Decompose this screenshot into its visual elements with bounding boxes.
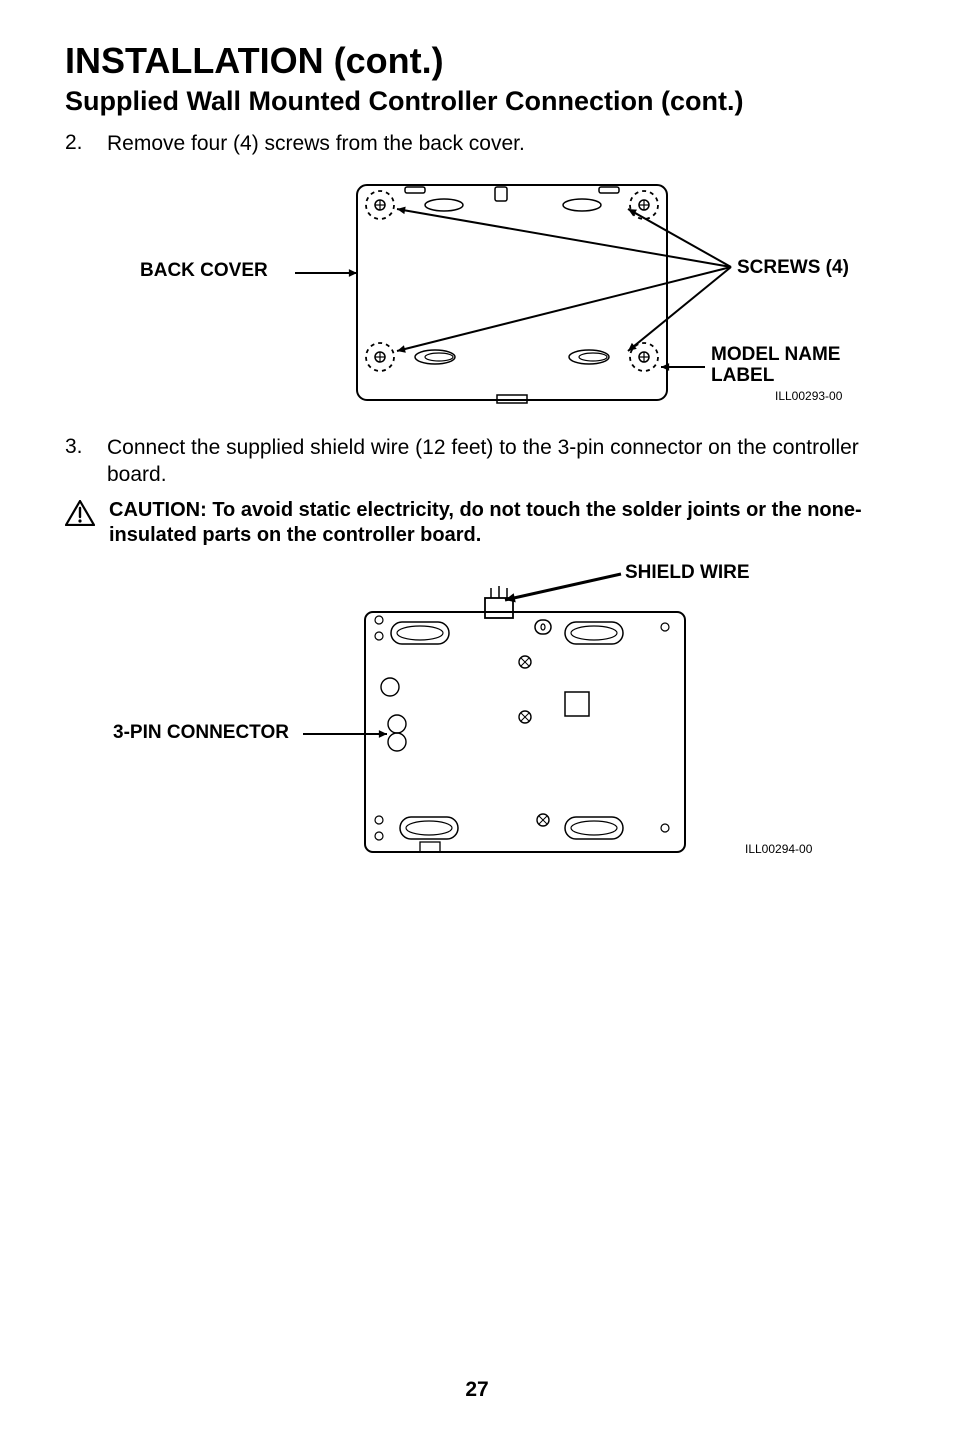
figure-1-ill-code: ILL00293-00 [775, 389, 842, 403]
model-name-label-line1: MODEL NAME [711, 344, 840, 365]
caution-text: CAUTION: To avoid static electricity, do… [109, 498, 889, 548]
model-name-label-line2: LABEL [711, 365, 774, 386]
pin-connector-label: 3-PIN CONNECTOR [113, 722, 289, 744]
shield-wire-label: SHIELD WIRE [625, 562, 750, 584]
step-2-number: 2. [65, 131, 85, 157]
step-3: 3. Connect the supplied shield wire (12 … [65, 435, 889, 488]
model-name-label: MODEL NAME LABEL [711, 345, 840, 387]
step-3-number: 3. [65, 435, 85, 488]
caution-block: CAUTION: To avoid static electricity, do… [65, 498, 889, 548]
back-cover-label: BACK COVER [140, 260, 268, 282]
figure-2-ill-code: ILL00294-00 [745, 842, 812, 856]
screws-label: SCREWS (4) [737, 257, 849, 279]
step-2-text: Remove four (4) screws from the back cov… [107, 131, 889, 157]
warning-icon [65, 500, 95, 526]
page-title-main: INSTALLATION (cont.) [65, 40, 889, 82]
page-number: 27 [0, 1378, 954, 1402]
page-title-sub: Supplied Wall Mounted Controller Connect… [65, 86, 889, 117]
figure-2: SHIELD WIRE 3-PIN CONNECTOR ILL00294-00 [65, 562, 889, 867]
figure-2-drawing [65, 562, 889, 867]
step-2: 2. Remove four (4) screws from the back … [65, 131, 889, 157]
figure-1: BACK COVER SCREWS (4) MODEL NAME LABEL I… [65, 167, 889, 427]
step-3-text: Connect the supplied shield wire (12 fee… [107, 435, 889, 488]
